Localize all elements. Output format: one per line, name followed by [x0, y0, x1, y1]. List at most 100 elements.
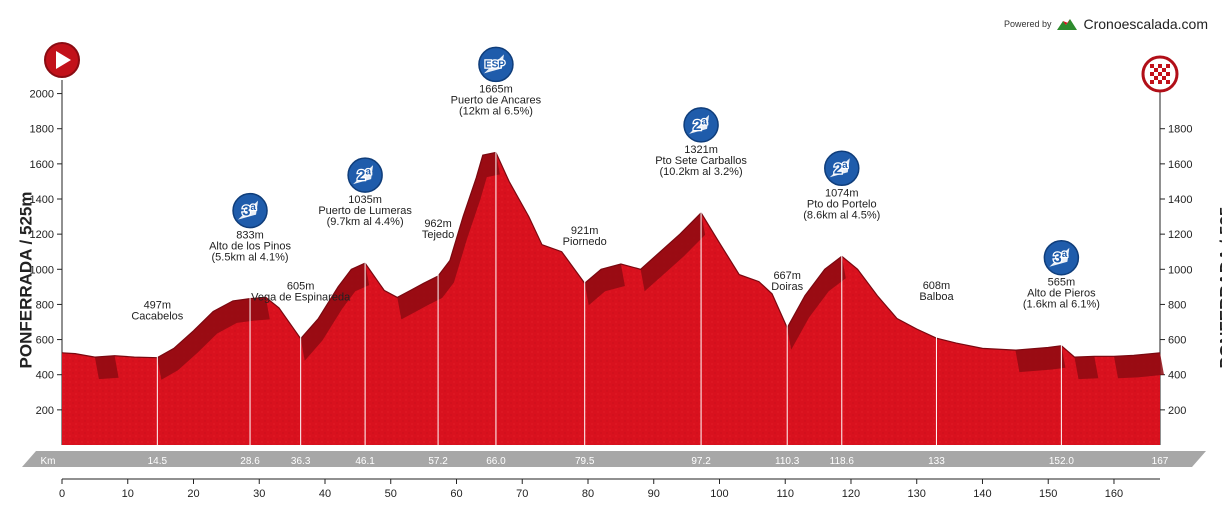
km-waypoint-label: 14.5 — [148, 456, 168, 467]
y-left-tick-label: 1600 — [30, 159, 54, 171]
annotation-elevation: 833m — [236, 230, 264, 242]
checker-square — [1150, 64, 1154, 68]
brand-link[interactable]: Cronoescalada.com — [1083, 16, 1208, 32]
special-category-climb-icon: ESP — [478, 46, 514, 83]
y-right-tick-label: 1200 — [1168, 229, 1192, 241]
annotation-elevation: 667m — [773, 270, 801, 282]
elevation-line — [61, 151, 1161, 359]
powered-by-label: Powered by — [1003, 19, 1052, 29]
x-tick-label: 130 — [908, 488, 926, 500]
icon-category-label: 2ª — [357, 167, 371, 184]
y-right-tick-label: 200 — [1168, 405, 1186, 417]
icon-mountain-shape — [1049, 247, 1070, 267]
y-left-tick-label: 2000 — [30, 89, 54, 101]
y-left-tick-label: 600 — [36, 335, 54, 347]
y-left-tick-label: 1800 — [30, 124, 54, 136]
climb-category-icon: 3ª — [1043, 239, 1080, 276]
km-waypoint-label: 66.0 — [486, 456, 506, 467]
annotation-elevation: 1074m — [825, 187, 859, 199]
powered-by: Powered by Cronoescalada.com — [1004, 16, 1208, 32]
y-right-tick-label: 1800 — [1168, 124, 1192, 136]
x-tick-label: 100 — [710, 488, 728, 500]
y-left-tick-label: 1200 — [30, 229, 54, 241]
distance-band — [22, 451, 1206, 467]
climb-shading — [94, 152, 1164, 380]
annotation-place: Alto de los Pinos — [209, 241, 291, 253]
annotation-climb-stats: (5.5km al 4.1%) — [212, 252, 289, 264]
y-left-tick-label: 1000 — [30, 264, 54, 276]
x-tick-label: 160 — [1105, 488, 1123, 500]
annotation-place: Piornedo — [563, 236, 607, 248]
y-left-tick-label: 400 — [36, 370, 54, 382]
annotation-elevation: 605m — [287, 281, 315, 293]
annotation-elevation: 565m — [1048, 277, 1076, 289]
checker-square — [1166, 80, 1170, 84]
annotation-climb-stats: (9.7km al 4.4%) — [327, 216, 404, 228]
icon-mountain-shape — [483, 54, 504, 74]
y-left-tick-label: 200 — [36, 405, 54, 417]
x-tick-label: 30 — [253, 488, 265, 500]
y-left-tick-label: 1400 — [30, 194, 54, 206]
checker-square — [1166, 64, 1170, 68]
km-waypoint-label: 28.6 — [240, 456, 260, 467]
annotation-elevation: 921m — [571, 225, 599, 237]
y-right-tick-label: 1400 — [1168, 194, 1192, 206]
mountain-logo-icon — [1057, 19, 1078, 30]
annotation-place: Cacabelos — [131, 311, 183, 323]
km-waypoint-label: 79.5 — [575, 456, 595, 467]
annotation-place: Pto Sete Carballos — [655, 155, 747, 167]
y-left-tick-label: 800 — [36, 299, 54, 311]
icon-category-label: 3ª — [242, 203, 256, 220]
icon-mountain-shape — [353, 165, 374, 185]
x-tick-label: 20 — [187, 488, 199, 500]
climb-category-icon: 2ª — [824, 150, 860, 187]
annotation-climb-stats: (8.6km al 4.5%) — [803, 209, 880, 221]
x-tick-label: 50 — [385, 488, 397, 500]
annotation-place: Doiras — [771, 281, 803, 293]
checker-square — [1162, 68, 1166, 72]
km-band-label: Km — [41, 456, 56, 467]
km-waypoint-label: 57.2 — [428, 456, 448, 467]
checker-square — [1154, 68, 1158, 72]
climb-category-icon: 2ª — [347, 157, 383, 193]
icon-category-label: 3ª — [1053, 250, 1067, 267]
x-tick-label: 40 — [319, 488, 331, 500]
checker-square — [1150, 80, 1154, 84]
x-tick-label: 60 — [450, 488, 462, 500]
annotation-place: Tejedo — [422, 229, 454, 241]
checker-square — [1162, 76, 1166, 80]
play-icon — [56, 51, 71, 69]
checker-square — [1166, 72, 1170, 76]
x-tick-label: 70 — [516, 488, 528, 500]
km-waypoint-label: 133 — [928, 456, 945, 467]
elevation-area — [62, 152, 1160, 445]
km-waypoint-label: 110.3 — [775, 456, 800, 467]
annotation-place: Puerto de Lumeras — [318, 205, 412, 217]
checker-square — [1158, 64, 1162, 68]
y-right-tick-label: 1600 — [1168, 159, 1192, 171]
icon-mountain-shape — [689, 114, 710, 134]
checker-square — [1158, 80, 1162, 84]
x-tick-label: 80 — [582, 488, 594, 500]
km-waypoint-label: 167 — [1152, 456, 1169, 467]
climb-category-icon: 3ª — [232, 192, 268, 229]
icon-category-label: ESP — [485, 59, 505, 70]
icon-category-label: 2ª — [834, 160, 848, 177]
annotation-place: Puerto de Ancares — [451, 94, 542, 106]
x-tick-label: 120 — [842, 488, 860, 500]
annotation-climb-stats: (12km al 6.5%) — [459, 105, 533, 117]
annotation-place: Balboa — [919, 291, 954, 303]
annotation-elevation: 608m — [923, 280, 951, 292]
km-waypoint-label: 118.6 — [830, 456, 855, 467]
y-right-tick-label: 600 — [1168, 335, 1186, 347]
icon-mountain-shape — [829, 158, 850, 178]
